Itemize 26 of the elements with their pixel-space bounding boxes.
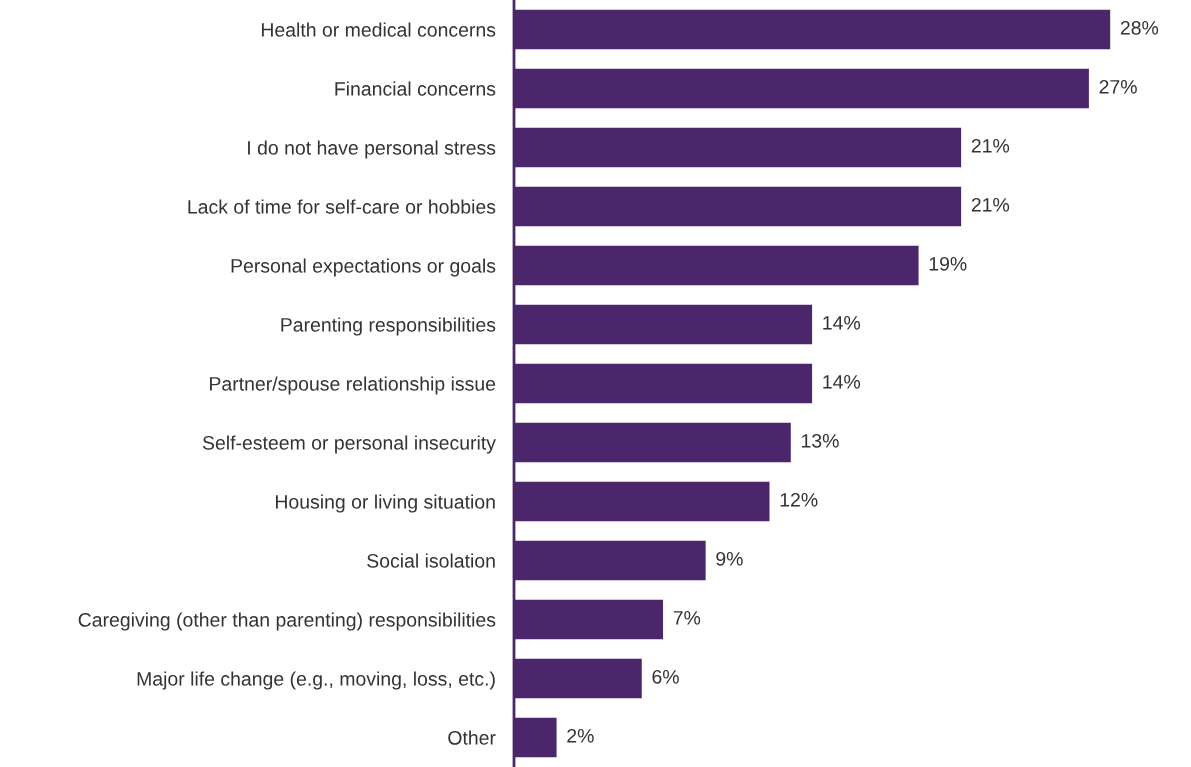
y-tick-label: Other [448,730,496,745]
data-label: 6% [652,669,679,684]
data-label: 13% [802,433,839,448]
data-label: 9% [716,551,743,566]
y-tick-label: Personal expectations or goals [231,258,496,277]
y-tick-label: Major life change (e.g., moving, loss, etc.) [137,671,495,690]
y-tick-label: Caregiving (other than parenting) responsibilities [78,612,496,631]
data-label: 28% [1120,20,1159,35]
data-label: 27% [1099,79,1137,94]
data-label: 12% [780,492,818,507]
y-tick-label: Lack of time for self-care or hobbies [188,199,496,214]
data-label: 21% [971,138,1010,153]
y-tick-label: I do not have personal stress [248,140,496,159]
y-tick-label: Parenting responsibilities [281,317,496,336]
data-label: 14% [823,316,861,330]
y-tick-label: Partner/spouse relationship issue [210,376,496,395]
y-tick-label: Housing or living situation [275,494,495,513]
data-label: 19% [929,256,967,271]
data-label: 2% [567,728,594,743]
y-tick-label: Self-esteem or personal insecurity [202,435,496,454]
data-label: 7% [673,611,701,625]
data-label: 21% [971,197,1010,212]
data-label: 14% [823,375,861,389]
y-tick-label: Financial concerns [335,81,496,96]
y-tick-label: Health or medical concerns [261,22,496,37]
y-tick-label: Social isolation [367,553,495,568]
